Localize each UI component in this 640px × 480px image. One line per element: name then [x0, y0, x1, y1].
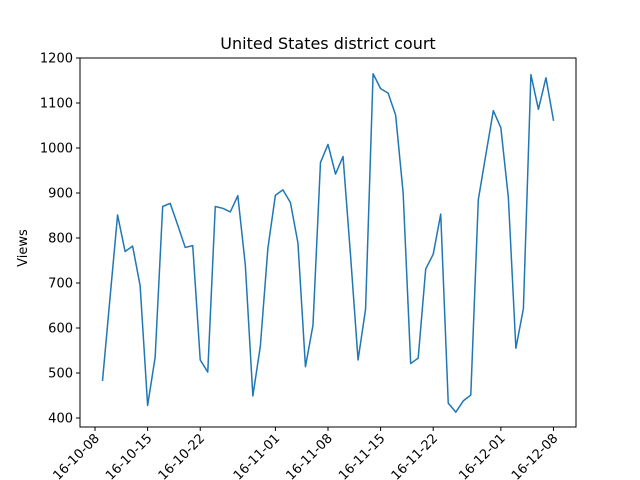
y-tick-label: 1000	[40, 142, 73, 157]
x-tick-label: 16-11-22	[389, 431, 441, 480]
y-tick-label: 1200	[40, 52, 73, 67]
y-tick-label: 400	[48, 412, 73, 427]
y-tick-label: 600	[48, 322, 73, 337]
x-tick-label: 16-10-22	[156, 431, 208, 480]
series-line-0	[101, 73, 555, 413]
y-tick-label: 500	[48, 367, 73, 382]
x-axis: 16-10-08 16-10-15 16-10-22 16-11-01 16-11-08…	[51, 427, 561, 480]
chart-title: United States district court	[220, 34, 435, 53]
y-tick-label: 900	[48, 187, 73, 202]
series-layer	[101, 73, 555, 413]
x-tick-label: 16-11-08	[283, 431, 335, 480]
x-tick-label: 16-10-15	[103, 431, 155, 480]
x-tick-label: 16-10-08	[51, 431, 103, 480]
y-axis-label: Views	[16, 229, 31, 267]
plot-frame	[79, 57, 577, 428]
x-tick-label: 16-12-08	[509, 431, 561, 480]
y-tick-label: 800	[48, 232, 73, 247]
y-tick-label: 700	[48, 277, 73, 292]
y-tick-label: 1100	[40, 97, 73, 112]
y-axis: 400 500 600 700 800 900 1000 1100 1200	[40, 52, 80, 427]
x-tick-label: 16-11-15	[336, 431, 388, 480]
x-tick-label: 16-12-01	[456, 431, 508, 480]
x-tick-label: 16-11-01	[231, 431, 283, 480]
